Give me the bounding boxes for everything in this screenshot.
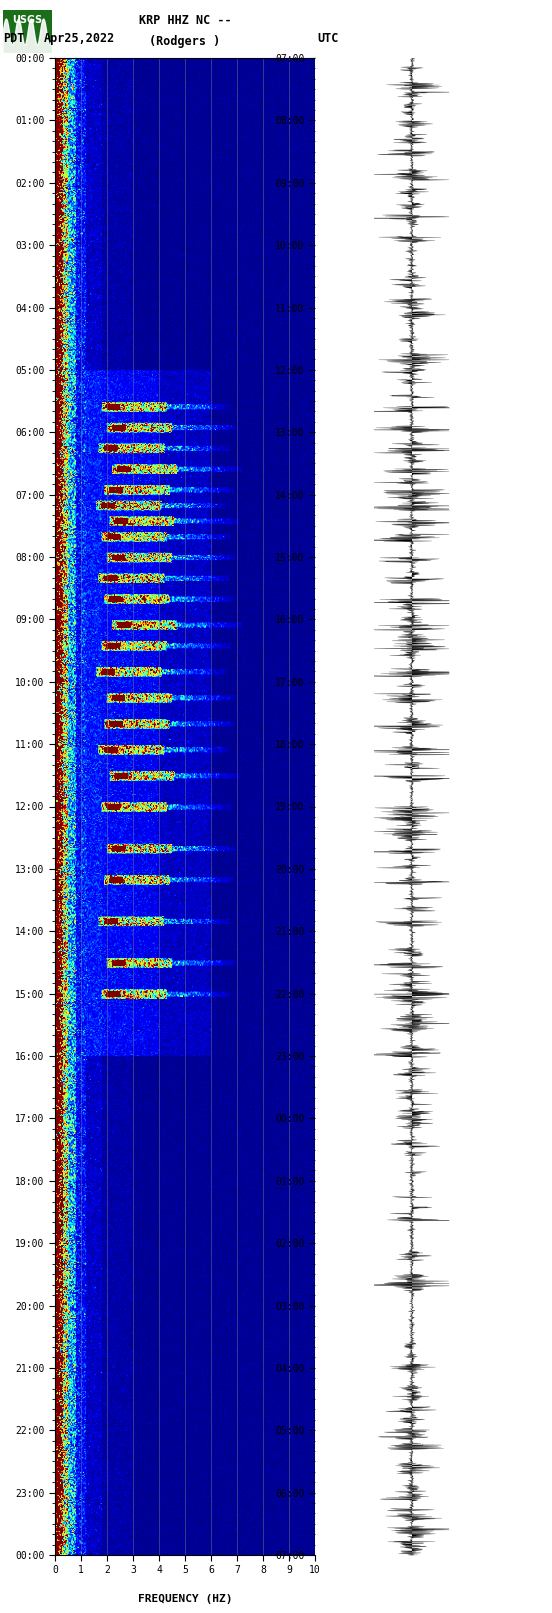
Text: Apr25,2022: Apr25,2022 — [44, 32, 115, 45]
Text: FREQUENCY (HZ): FREQUENCY (HZ) — [138, 1594, 232, 1605]
Text: (Rodgers ): (Rodgers ) — [150, 35, 221, 48]
Text: UTC: UTC — [318, 32, 339, 45]
Text: PDT: PDT — [3, 32, 24, 45]
Text: USGS: USGS — [13, 15, 43, 26]
Text: KRP HHZ NC --: KRP HHZ NC -- — [139, 15, 231, 27]
FancyBboxPatch shape — [3, 10, 52, 53]
